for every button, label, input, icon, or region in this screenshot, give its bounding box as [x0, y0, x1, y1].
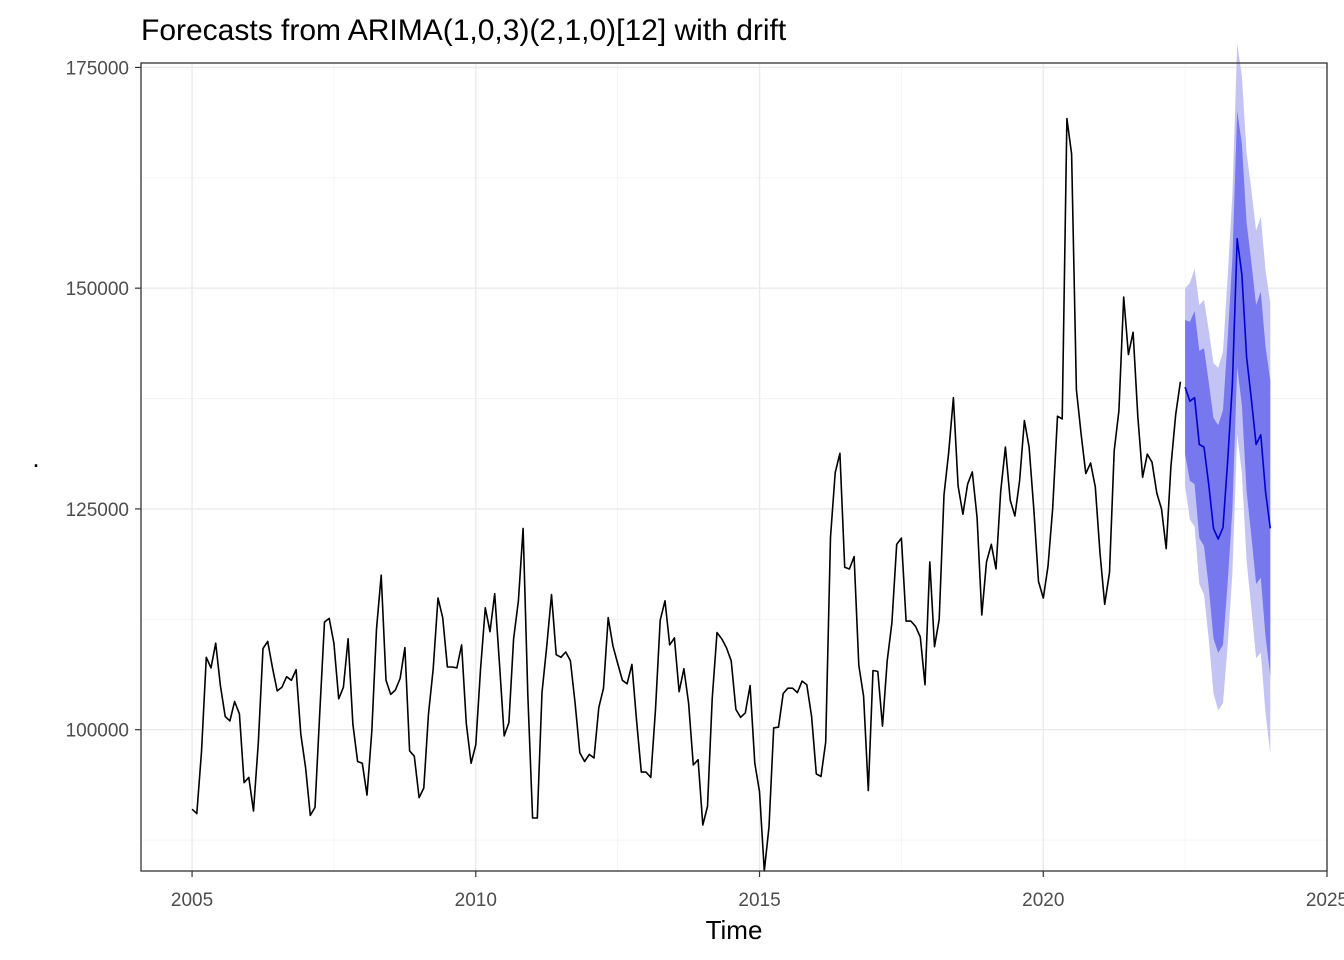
- plot-panel: [141, 63, 1327, 871]
- y-axis: 100000 125000 150000 175000: [66, 58, 141, 742]
- y-tick-label: 100000: [66, 721, 129, 742]
- y-tick-label: 150000: [66, 279, 129, 300]
- observed-series: [191, 117, 1182, 872]
- x-tick-label: 2005: [171, 890, 213, 911]
- forecast-band-80-area: [1185, 110, 1271, 676]
- y-tick-label: 175000: [66, 58, 129, 79]
- x-tick-label: 2020: [1022, 890, 1064, 911]
- x-tick-label: 2015: [738, 890, 780, 911]
- chart-title: Forecasts from ARIMA(1,0,3)(2,1,0)[12] w…: [141, 14, 787, 47]
- forecast-band-80: [1185, 110, 1271, 676]
- x-axis-title: Time: [706, 915, 763, 945]
- y-tick-label: 125000: [66, 500, 129, 521]
- plot-border: [140, 62, 1328, 872]
- forecast-mean-line: [1184, 237, 1272, 540]
- x-tick-label: 2025: [1306, 890, 1344, 911]
- forecast-mean-series: [1184, 237, 1272, 540]
- grid-minor: [141, 63, 1327, 871]
- x-tick-label: 2010: [455, 890, 497, 911]
- observed-line: [191, 117, 1182, 872]
- y-axis-title: .: [32, 443, 39, 473]
- x-axis: 2005 2010 2015 2020 2025: [171, 871, 1344, 911]
